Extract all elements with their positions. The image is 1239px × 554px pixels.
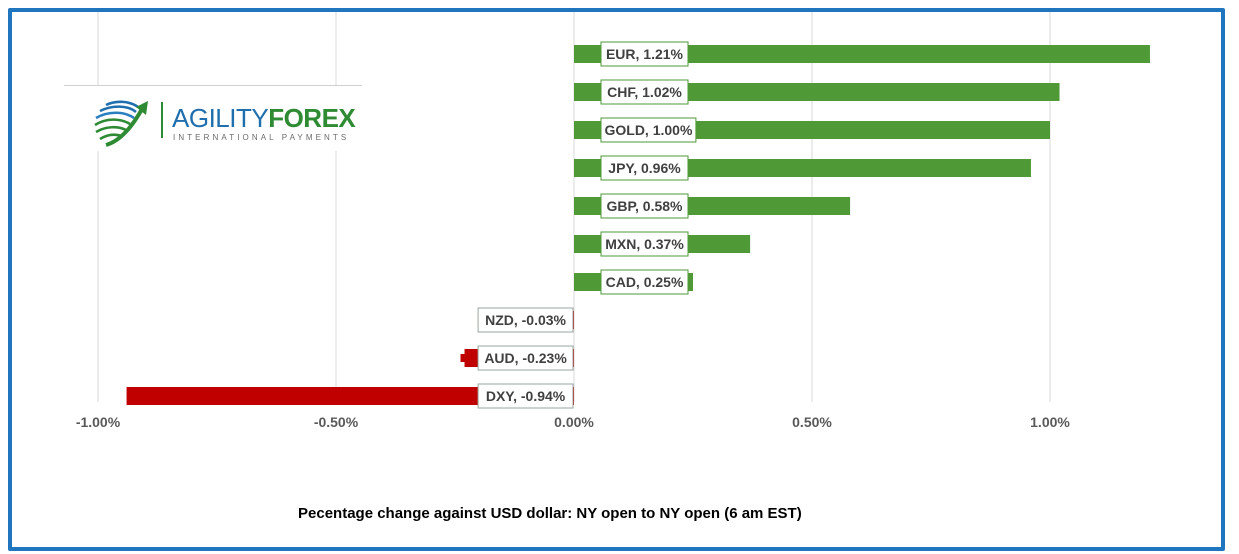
bar-eur (574, 45, 1150, 63)
x-tick-label: 0.00% (554, 414, 594, 430)
data-label-aud: AUD, -0.23% (484, 350, 567, 366)
data-label-box (600, 231, 689, 257)
data-label-gbp: GBP, 0.58% (606, 198, 683, 214)
globe-swoosh-icon (94, 100, 148, 147)
data-label-box (477, 345, 574, 371)
data-label-jpy: JPY, 0.96% (608, 160, 681, 176)
logo-word-forex: FOREX (268, 103, 356, 133)
data-label-eur: EUR, 1.21% (606, 46, 684, 62)
bar-end-marker (460, 354, 467, 362)
data-label-dxy: DXY, -0.94% (486, 388, 566, 404)
data-label-box (600, 41, 689, 67)
data-label-cad: CAD, 0.25% (606, 274, 684, 290)
data-label-box (600, 117, 697, 143)
x-tick-label: 1.00% (1030, 414, 1070, 430)
logo-divider (161, 102, 163, 138)
chart-frame: EUR, 1.21% CHF, 1.02% GOLD, 1.00% JPY, 0.96… (8, 8, 1225, 551)
logo-wordmark: AGILITYFOREX (172, 103, 356, 134)
data-label-nzd: NZD, -0.03% (485, 312, 566, 328)
chart-caption: Pecentage change against USD dollar: NY … (298, 505, 802, 522)
data-label-mxn: MXN, 0.37% (605, 236, 684, 252)
agility-forex-logo: AGILITYFOREX INTERNATIONAL PAYMENTS (64, 85, 362, 151)
bar-chf (574, 83, 1060, 101)
logo-rule (64, 85, 362, 86)
data-label-chf: CHF, 1.02% (607, 84, 682, 100)
x-tick-label: -1.00% (76, 414, 121, 430)
logo-word-agility: AGILITY (172, 103, 269, 133)
bar-dxy (126, 387, 574, 405)
data-label-box (477, 307, 574, 333)
data-label-box (600, 193, 689, 219)
data-label-gold: GOLD, 1.00% (604, 122, 692, 138)
x-axis-ticks: -1.00% -0.50% 0.00% 0.50% 1.00% (76, 414, 1071, 430)
x-tick-label: -0.50% (314, 414, 359, 430)
bar-chart: EUR, 1.21% CHF, 1.02% GOLD, 1.00% JPY, 0.96… (76, 12, 1150, 430)
logo-tagline: INTERNATIONAL PAYMENTS (173, 133, 350, 142)
x-tick-label: 0.50% (792, 414, 832, 430)
data-label-box (477, 383, 574, 409)
data-label-box (600, 155, 689, 181)
data-label-box (600, 269, 689, 295)
data-label-box (600, 79, 689, 105)
data-labels: EUR, 1.21% CHF, 1.02% GOLD, 1.00% JPY, 0.96… (477, 41, 697, 409)
